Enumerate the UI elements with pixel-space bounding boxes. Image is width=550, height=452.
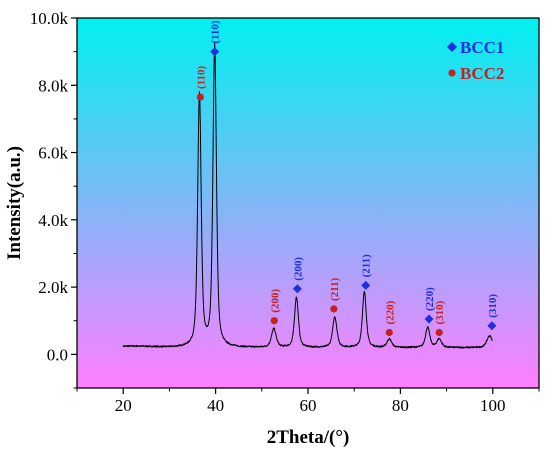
x-axis-title: 2Theta/(°)	[267, 427, 350, 448]
x-tick-label: 80	[392, 396, 409, 415]
peak-hkl-label: (310)	[487, 294, 499, 318]
peak-hkl-label: (310)	[434, 300, 446, 324]
peak-hkl-label: (211)	[329, 277, 341, 301]
y-tick-label: 6.0k	[38, 144, 68, 163]
x-tick-label: 40	[207, 396, 224, 415]
bcc2-peak-marker	[196, 93, 204, 101]
peak-hkl-label: (110)	[210, 20, 222, 44]
bcc1-peak-marker	[292, 284, 302, 294]
legend-bcc1-label: BCC1	[460, 38, 504, 57]
bcc1-peak-marker	[361, 280, 371, 290]
peak-hkl-label: (200)	[292, 257, 304, 281]
legend-bcc2-label: BCC2	[460, 64, 504, 83]
bcc1-peak-marker	[424, 314, 434, 324]
y-tick-label: 0.0	[47, 345, 68, 364]
bcc2-peak-marker	[385, 328, 393, 337]
plot-background	[77, 18, 539, 388]
x-tick-label: 20	[115, 396, 132, 415]
y-tick-label: 4.0k	[38, 211, 68, 230]
peak-hkl-label: (110)	[195, 65, 207, 89]
xrd-trace-line	[122, 43, 493, 349]
bcc2-peak-marker	[435, 328, 443, 337]
y-tick-label: 10.0k	[30, 9, 69, 28]
legend: BCC1 BCC2	[447, 38, 504, 83]
y-tick-label: 8.0k	[38, 76, 68, 95]
y-axis-title: Intensity(a.u.)	[4, 146, 25, 260]
peak-hkl-label: (200)	[269, 289, 281, 313]
peak-hkl-label: (220)	[384, 300, 396, 324]
legend-bcc1-diamond-icon	[447, 42, 457, 52]
bcc1-peak-marker	[210, 47, 220, 57]
bcc1-peak-marker	[487, 321, 497, 331]
y-tick-label: 2.0k	[38, 278, 68, 297]
bcc2-peak-marker	[330, 305, 338, 313]
peak-hkl-label: (220)	[424, 287, 436, 311]
x-tick-label: 100	[480, 396, 506, 415]
peak-hkl-label: (211)	[361, 254, 373, 278]
legend-bcc2-circle-icon	[448, 69, 456, 77]
x-tick-label: 60	[300, 396, 317, 415]
bcc2-peak-marker	[270, 317, 278, 325]
